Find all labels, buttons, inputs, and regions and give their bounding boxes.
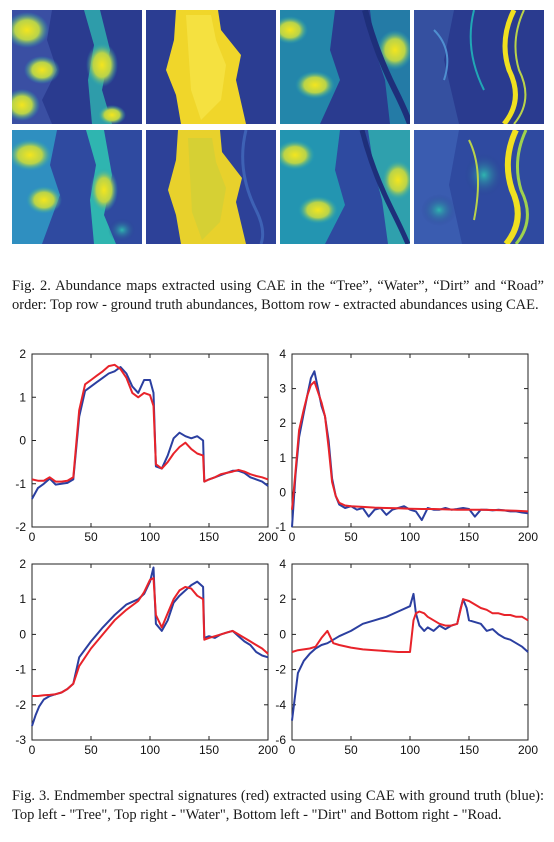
x-tick-label: 200 [518,743,538,757]
y-tick-label: 2 [19,557,26,571]
extracted-series-line [32,577,269,697]
y-tick-label: -3 [15,733,26,747]
x-tick-label: 150 [199,743,219,757]
y-tick-label: 0 [279,627,286,641]
plot-frame [291,353,529,528]
y-tick-label: 1 [19,592,26,606]
y-tick-label: -6 [275,733,286,747]
x-tick-label: 0 [29,743,36,757]
y-tick-label: 2 [19,347,26,361]
x-tick-label: 50 [84,530,98,544]
y-tick-label: -1 [275,520,286,534]
y-tick-label: -2 [15,698,26,712]
plot-top-left: 0 50 100 150 200 -2 -1 0 1 2 [15,347,278,544]
x-tick-label: 200 [258,530,278,544]
x-tick-label: 100 [400,743,420,757]
map-tree-extracted [12,130,142,244]
x-tick-label: 0 [29,530,36,544]
x-tick-label: 100 [140,743,160,757]
y-tick-label: -1 [15,477,26,491]
y-tick-label: 0 [19,434,26,448]
map-dirt-extracted [280,130,410,244]
y-tick-label: -2 [15,520,26,534]
x-tick-label: 100 [400,530,420,544]
y-tick-label: 1 [279,451,286,465]
y-tick-label: 4 [279,557,286,571]
x-tick-label: 0 [289,530,296,544]
x-tick-label: 150 [459,530,479,544]
x-tick-label: 0 [289,743,296,757]
x-tick-label: 200 [518,530,538,544]
y-tick-label: 1 [19,390,26,404]
plot-bottom-right: 0 50 100 150 200 -6 -4 -2 0 2 4 [275,557,538,757]
map-water-ground-truth [146,10,276,124]
x-tick-label: 150 [199,530,219,544]
map-water-extracted [146,130,276,244]
plot-bottom-left: 0 50 100 150 200 -3 -2 -1 0 1 2 [15,557,278,757]
figure-3-caption: Fig. 3. Endmember spectral signatures (r… [12,787,544,823]
x-tick-label: 50 [344,530,358,544]
extracted-series-line [31,363,269,483]
x-tick-label: 50 [344,743,358,757]
x-tick-label: 50 [84,743,98,757]
y-tick-label: -1 [15,663,26,677]
y-tick-label: 2 [279,592,286,606]
x-tick-label: 150 [459,743,479,757]
abundance-map-grid [12,10,544,244]
y-tick-label: 2 [279,416,286,430]
x-tick-label: 200 [258,743,278,757]
figure-2-caption: Fig. 2. Abundance maps extracted using C… [12,277,544,313]
y-tick-label: 0 [279,485,286,499]
y-tick-label: -4 [275,698,286,712]
extracted-series-line [291,380,529,513]
x-tick-label: 100 [140,530,160,544]
ground-truth-series-line [291,592,529,721]
map-dirt-ground-truth [280,10,410,124]
plot-frame [31,563,269,741]
y-tick-label: 0 [19,627,26,641]
map-road-ground-truth [414,10,544,124]
extracted-series-line [291,598,529,653]
y-tick-label: -2 [275,663,286,677]
y-tick-label: 3 [279,382,286,396]
map-road-extracted [414,130,544,244]
y-tick-label: 4 [279,347,286,361]
map-tree-ground-truth [12,10,142,124]
